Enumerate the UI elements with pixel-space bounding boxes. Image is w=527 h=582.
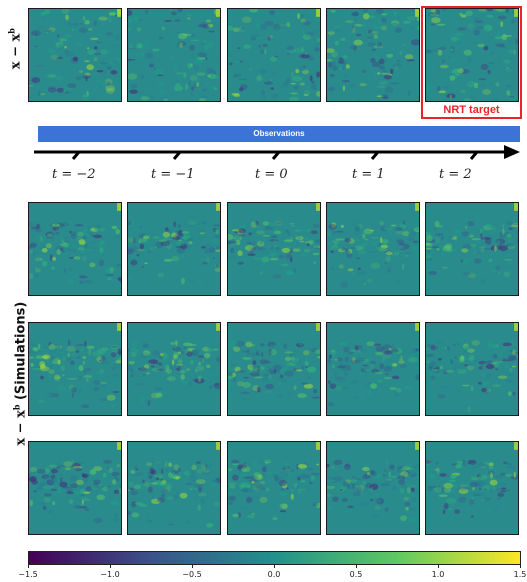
colorbar-tick-label: 1.5 [513, 570, 527, 579]
simulation-row-1-panel [425, 202, 519, 296]
colorbar-tick-label: 0.0 [267, 570, 281, 579]
simulation-row-2-panel [28, 322, 122, 416]
time-label-tm1: t = −1 [151, 167, 195, 182]
time-label-t2: t = 2 [439, 167, 472, 182]
time-tick [469, 151, 479, 160]
colorbar-tick-mark [438, 565, 439, 568]
observations-bar: Observations [38, 126, 520, 142]
simulation-row-2-panel [227, 322, 321, 416]
top-row-ylabel: x − xb [6, 28, 24, 70]
colorbar-tick-mark [192, 565, 193, 568]
colorbar-tick-mark [274, 565, 275, 568]
simulation-row-3-panel [326, 441, 420, 535]
time-label-t0: t = 0 [255, 167, 288, 182]
nrt-target-label: NRT target [443, 104, 500, 116]
colorbar-tick-mark [28, 565, 29, 568]
time-tick [271, 151, 281, 160]
background-row-panel [326, 8, 420, 102]
time-label-tm2: t = −2 [52, 167, 96, 182]
simulation-row-3-panel [127, 441, 221, 535]
simulation-row-3-panel [227, 441, 321, 535]
colorbar-tick-label: −1.0 [100, 570, 120, 579]
simulation-row-3-panel [425, 441, 519, 535]
colorbar-tick-label: −1.5 [18, 570, 38, 579]
colorbar-tick-label: 1.0 [431, 570, 445, 579]
nrt-target-box [421, 6, 522, 119]
colorbar-tick-mark [110, 565, 111, 568]
time-label-t1: t = 1 [352, 167, 385, 182]
colorbar-tick-mark [356, 565, 357, 568]
simulations-ylabel: x − xb (Simulations) [11, 301, 29, 446]
background-row-panel [28, 8, 122, 102]
simulation-row-2-panel [127, 322, 221, 416]
background-row-panel [127, 8, 221, 102]
simulation-row-2-panel [425, 322, 519, 416]
colorbar-tick-label: −0.5 [182, 570, 202, 579]
time-axis-arrow [34, 145, 520, 160]
colorbar-tick-label: 0.5 [349, 570, 363, 579]
simulation-row-1-panel [127, 202, 221, 296]
simulation-row-2-panel [326, 322, 420, 416]
time-tick [172, 151, 182, 160]
simulation-row-1-panel [227, 202, 321, 296]
simulation-row-1-panel [28, 202, 122, 296]
colorbar [28, 551, 521, 565]
colorbar-tick-mark [520, 565, 521, 568]
background-row-panel [425, 8, 519, 102]
time-tick [71, 151, 81, 160]
background-row-panel [227, 8, 321, 102]
time-tick [370, 151, 380, 160]
simulation-row-1-panel [326, 202, 420, 296]
simulation-row-3-panel [28, 441, 122, 535]
